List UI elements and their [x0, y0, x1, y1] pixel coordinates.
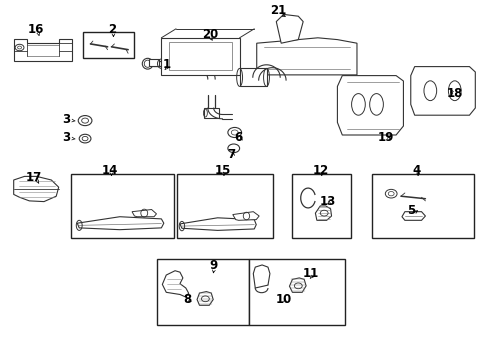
Bar	[204, 108, 219, 118]
Text: 21: 21	[270, 4, 286, 17]
Polygon shape	[253, 265, 269, 288]
Text: 6: 6	[234, 131, 242, 144]
Polygon shape	[197, 292, 213, 305]
Polygon shape	[401, 212, 425, 220]
Text: 15: 15	[214, 165, 231, 177]
Polygon shape	[256, 38, 356, 75]
Text: 19: 19	[377, 131, 394, 144]
Text: 2: 2	[108, 23, 116, 36]
Polygon shape	[132, 210, 156, 217]
Text: 17: 17	[26, 171, 42, 184]
Text: 7: 7	[227, 148, 235, 161]
Polygon shape	[232, 212, 259, 220]
Polygon shape	[14, 39, 72, 61]
Text: 10: 10	[275, 293, 291, 306]
Polygon shape	[14, 176, 59, 202]
Bar	[157, 259, 249, 325]
Polygon shape	[162, 271, 188, 297]
Bar	[292, 174, 350, 238]
Text: 13: 13	[319, 195, 336, 208]
Text: 3: 3	[62, 113, 70, 126]
Text: 5: 5	[406, 204, 414, 217]
Bar	[177, 174, 272, 238]
Text: 11: 11	[302, 267, 319, 280]
Bar	[149, 59, 159, 66]
Text: 20: 20	[202, 28, 218, 41]
Polygon shape	[180, 218, 256, 230]
Text: 9: 9	[209, 259, 217, 272]
Text: 8: 8	[183, 293, 191, 306]
Text: 1: 1	[162, 58, 170, 71]
Text: 4: 4	[412, 165, 420, 177]
Polygon shape	[315, 206, 331, 220]
Text: 3: 3	[62, 131, 70, 144]
Polygon shape	[239, 68, 266, 86]
Bar	[371, 174, 473, 238]
Polygon shape	[161, 38, 239, 75]
Text: 12: 12	[312, 165, 328, 177]
Bar	[83, 32, 134, 58]
Polygon shape	[289, 278, 305, 292]
Polygon shape	[77, 217, 163, 230]
Text: 14: 14	[102, 165, 118, 177]
Text: 18: 18	[446, 87, 462, 100]
Polygon shape	[276, 14, 303, 43]
Polygon shape	[337, 76, 403, 135]
Text: 16: 16	[27, 23, 44, 36]
Polygon shape	[410, 67, 474, 115]
Bar	[249, 259, 345, 325]
Bar	[71, 174, 173, 238]
